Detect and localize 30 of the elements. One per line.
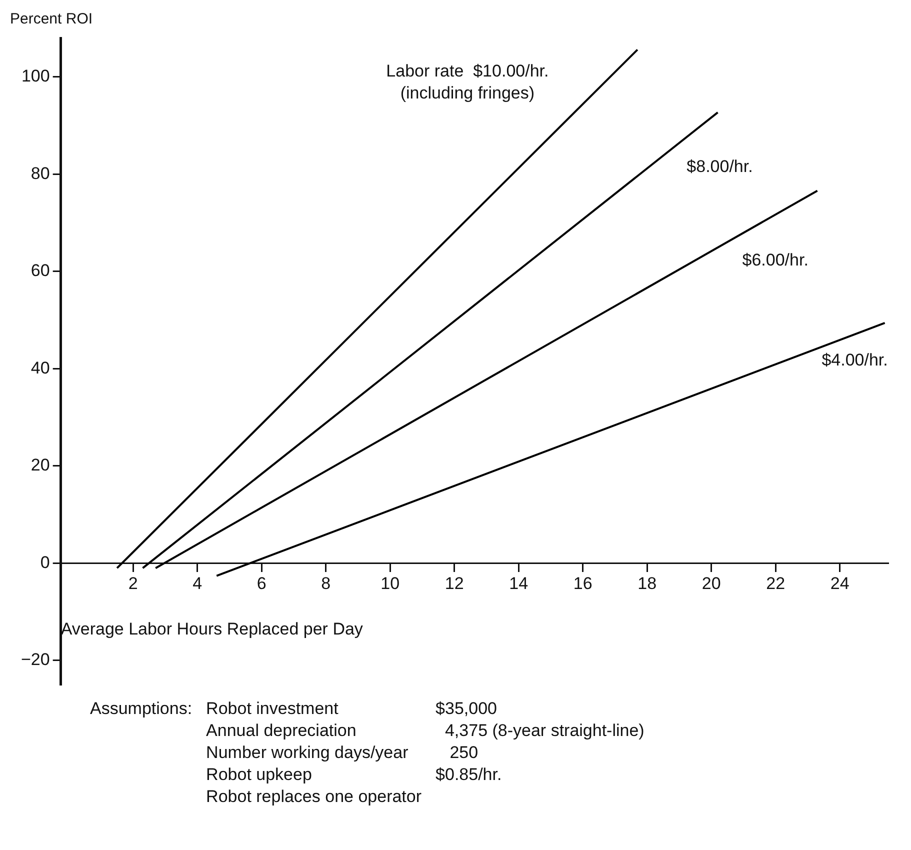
x-tick-label: 2 [128, 574, 138, 594]
x-tick-label: 20 [702, 574, 721, 594]
x-tick-label: 16 [573, 574, 592, 594]
x-tick-label: 22 [766, 574, 786, 594]
x-tick-label: 18 [638, 574, 657, 594]
y-tick-label: 60 [30, 261, 50, 280]
x-tick-label: 14 [509, 574, 528, 594]
x-tick-label: 4 [192, 574, 202, 594]
y-tick-label: 40 [30, 358, 50, 378]
x-tick-label: 6 [256, 574, 266, 594]
text: Annual depreciation 4,375 (8-year straight-line) [206, 721, 644, 740]
series-label: Labor rate $10.00/hr. (including fringes) [386, 61, 549, 102]
series-label: $6.00/hr. [742, 250, 808, 270]
y-tick-label: −20 [20, 650, 50, 670]
text: Number working days/year 250 [206, 743, 478, 762]
x-tick-label: 8 [321, 574, 331, 594]
y-tick-label: 80 [30, 164, 50, 183]
series-label: $8.00/hr. [686, 157, 753, 176]
y-axis-title: Percent ROI [10, 10, 93, 28]
text: Assumptions: Robot investment $35,000 [90, 699, 497, 718]
y-tick-label: 20 [30, 456, 50, 475]
text: Robot replaces one operator [206, 786, 423, 808]
x-tick-label: 12 [444, 574, 464, 594]
y-tick-label: 100 [21, 66, 50, 86]
x-tick-label: 24 [830, 574, 850, 594]
series-label: $4.00/hr. [822, 350, 888, 370]
x-tick-label: 10 [380, 574, 400, 594]
text: Robot upkeep $0.85/hr. [206, 765, 502, 784]
x-axis-title: Average Labor Hours Replaced per Day [60, 620, 364, 639]
y-tick-label: 0 [40, 552, 50, 572]
